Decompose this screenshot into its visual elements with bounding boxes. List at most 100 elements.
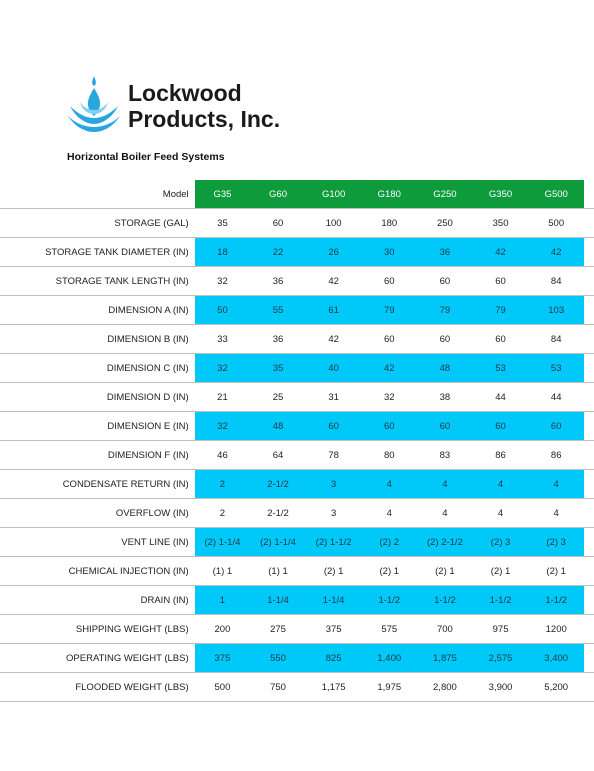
table-cell: 575 bbox=[361, 614, 418, 644]
table-cell: 1200 bbox=[528, 614, 585, 644]
row-label: VENT LINE (IN) bbox=[0, 527, 195, 557]
table-cell: 36 bbox=[250, 324, 306, 354]
table-cell: 32 bbox=[194, 411, 251, 441]
table-cell: 4 bbox=[528, 498, 585, 528]
table-row: CONDENSATE RETURN (IN) 2 2-1/2 3 4 4 4 4 bbox=[0, 469, 594, 499]
row-gutter bbox=[584, 353, 594, 383]
table-cell: 35 bbox=[250, 353, 306, 383]
table-cell: 2-1/2 bbox=[250, 469, 306, 499]
row-label: STORAGE TANK DIAMETER (IN) bbox=[0, 237, 195, 267]
table-cell: (2) 3 bbox=[528, 527, 585, 557]
row-gutter bbox=[584, 382, 594, 412]
row-label: DIMENSION C (IN) bbox=[0, 353, 195, 383]
row-gutter bbox=[584, 208, 594, 238]
table-cell: 3,900 bbox=[472, 672, 529, 702]
model-header-cell: G250 bbox=[417, 180, 473, 209]
table-cell: 61 bbox=[305, 295, 362, 325]
row-gutter bbox=[584, 295, 594, 325]
model-header-cell: G60 bbox=[250, 180, 306, 209]
table-cell: 31 bbox=[305, 382, 362, 412]
table-cell: 975 bbox=[472, 614, 529, 644]
table-cell: 86 bbox=[472, 440, 529, 470]
table-cell: (1) 1 bbox=[194, 556, 251, 586]
table-cell: 1,875 bbox=[417, 643, 473, 673]
table-cell: 46 bbox=[194, 440, 251, 470]
model-header-cell: G180 bbox=[361, 180, 418, 209]
table-cell: 200 bbox=[194, 614, 251, 644]
table-cell: (2) 1-1/4 bbox=[250, 527, 306, 557]
table-cell: (2) 3 bbox=[472, 527, 529, 557]
row-gutter bbox=[584, 585, 594, 615]
row-gutter bbox=[584, 672, 594, 702]
table-cell: 3,400 bbox=[528, 643, 585, 673]
table-cell: 84 bbox=[528, 266, 585, 296]
row-gutter bbox=[584, 527, 594, 557]
table-cell: 35 bbox=[194, 208, 251, 238]
table-cell: 44 bbox=[528, 382, 585, 412]
row-label: STORAGE TANK LENGTH (IN) bbox=[0, 266, 195, 296]
model-header-cell: G100 bbox=[305, 180, 362, 209]
table-cell: 2 bbox=[194, 498, 251, 528]
table-cell: 18 bbox=[194, 237, 251, 267]
table-cell: (2) 1 bbox=[305, 556, 362, 586]
table-cell: 42 bbox=[305, 266, 362, 296]
document-subtitle: Horizontal Boiler Feed Systems bbox=[67, 151, 225, 163]
table-cell: 86 bbox=[528, 440, 585, 470]
table-cell: 60 bbox=[361, 266, 418, 296]
row-label: DIMENSION E (IN) bbox=[0, 411, 195, 441]
table-cell: 500 bbox=[528, 208, 585, 238]
table-cell: 38 bbox=[417, 382, 473, 412]
table-row: DIMENSION D (IN) 21 25 31 32 38 44 44 bbox=[0, 382, 594, 412]
table-cell: 825 bbox=[305, 643, 362, 673]
table-row: SHIPPING WEIGHT (LBS) 200 275 375 575 700 975 1… bbox=[0, 614, 594, 644]
table-cell: 33 bbox=[194, 324, 251, 354]
table-row: DIMENSION C (IN) 32 35 40 42 48 53 53 bbox=[0, 353, 594, 383]
row-label: SHIPPING WEIGHT (LBS) bbox=[0, 614, 195, 644]
table-header-row: Model G35 G60 G100 G180 G250 G350 G500 bbox=[0, 180, 594, 209]
table-cell: 60 bbox=[528, 411, 585, 441]
row-gutter bbox=[584, 440, 594, 470]
table-cell: 60 bbox=[472, 411, 529, 441]
water-drop-lotus-icon bbox=[68, 76, 120, 132]
model-header-cell: G500 bbox=[528, 180, 585, 209]
table-cell: (2) 1 bbox=[472, 556, 529, 586]
model-header-label: Model bbox=[0, 180, 195, 209]
table-cell: 4 bbox=[472, 498, 529, 528]
table-cell: 36 bbox=[250, 266, 306, 296]
table-cell: 84 bbox=[528, 324, 585, 354]
table-cell: 2,575 bbox=[472, 643, 529, 673]
table-row: CHEMICAL INJECTION (IN) (1) 1 (1) 1 (2) 1 (2… bbox=[0, 556, 594, 586]
company-name-line2: Products, Inc. bbox=[128, 106, 281, 132]
spec-table: Model G35 G60 G100 G180 G250 G350 G500 STORAGE… bbox=[0, 180, 594, 702]
table-cell: (2) 2 bbox=[361, 527, 418, 557]
spec-table-body: STORAGE (GAL) 35 60 100 180 250 350 500 STORAGE … bbox=[0, 208, 594, 702]
table-row: DIMENSION A (IN) 50 55 61 79 79 79 103 bbox=[0, 295, 594, 325]
table-cell: 1-1/2 bbox=[361, 585, 418, 615]
table-cell: 1-1/4 bbox=[250, 585, 306, 615]
table-cell: 60 bbox=[417, 411, 473, 441]
table-cell: 79 bbox=[361, 295, 418, 325]
table-cell: 1,400 bbox=[361, 643, 418, 673]
table-row: VENT LINE (IN) (2) 1-1/4 (2) 1-1/4 (2) 1-1/… bbox=[0, 527, 594, 557]
table-cell: 42 bbox=[528, 237, 585, 267]
table-cell: 53 bbox=[528, 353, 585, 383]
table-cell: 36 bbox=[417, 237, 473, 267]
table-cell: 48 bbox=[250, 411, 306, 441]
table-cell: 5,200 bbox=[528, 672, 585, 702]
table-cell: 2-1/2 bbox=[250, 498, 306, 528]
row-gutter bbox=[584, 411, 594, 441]
row-label: OPERATING WEIGHT (LBS) bbox=[0, 643, 195, 673]
row-label: STORAGE (GAL) bbox=[0, 208, 195, 238]
table-cell: 60 bbox=[472, 266, 529, 296]
table-cell: 1 bbox=[194, 585, 251, 615]
table-cell: (2) 1 bbox=[417, 556, 473, 586]
row-label: CONDENSATE RETURN (IN) bbox=[0, 469, 195, 499]
table-cell: 79 bbox=[417, 295, 473, 325]
row-label: CHEMICAL INJECTION (IN) bbox=[0, 556, 195, 586]
table-cell: 3 bbox=[305, 469, 362, 499]
table-cell: 100 bbox=[305, 208, 362, 238]
table-cell: 55 bbox=[250, 295, 306, 325]
table-cell: (2) 2-1/2 bbox=[417, 527, 473, 557]
model-header-cell: G35 bbox=[194, 180, 251, 209]
table-cell: 4 bbox=[472, 469, 529, 499]
